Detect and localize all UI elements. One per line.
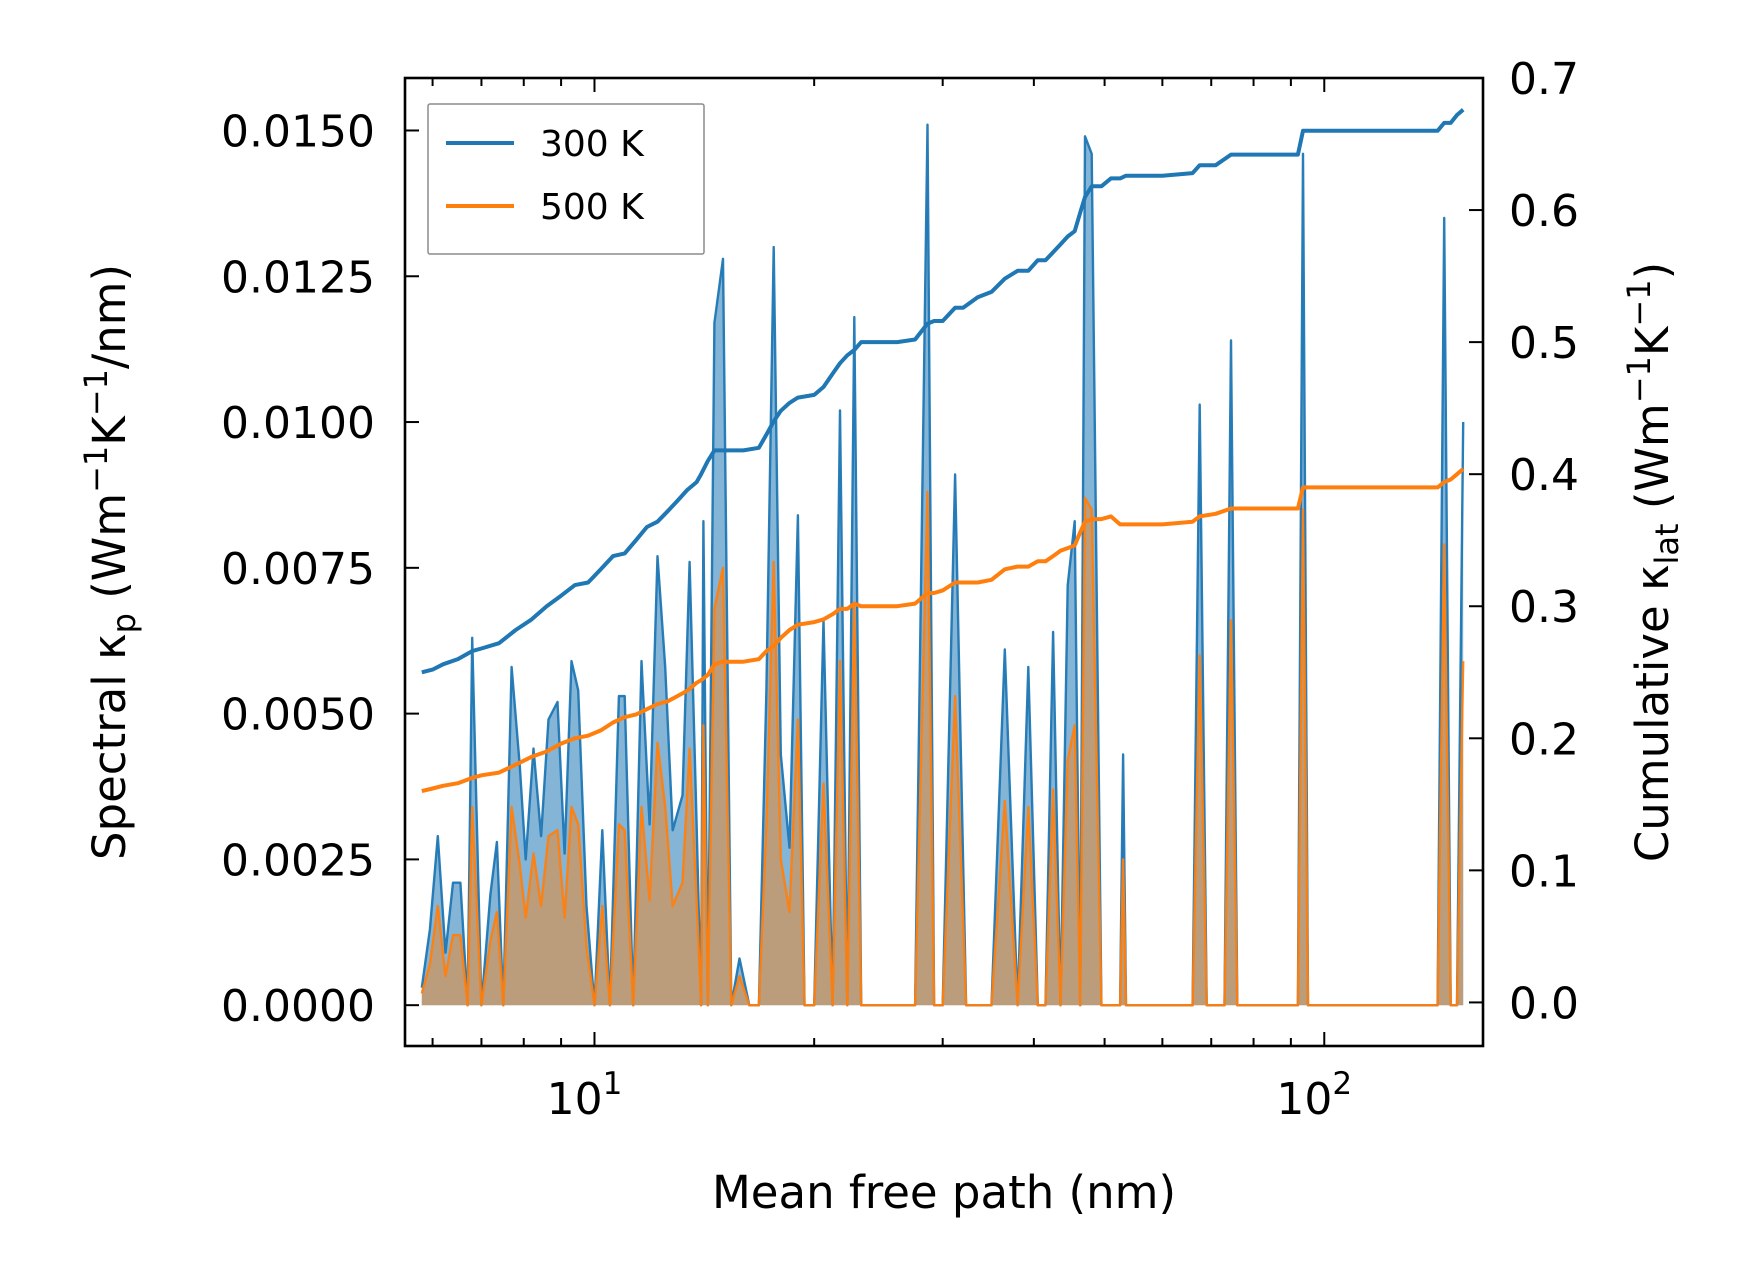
cumulative-line-500k — [421, 467, 1465, 794]
y-right-label-main: Cumulative κ — [1626, 565, 1679, 863]
y-right-label-units-pre: (Wm — [1626, 403, 1679, 523]
y-right-label-units-post: ) — [1626, 262, 1679, 280]
legend: 300 K 500 K — [427, 103, 705, 255]
y-axis-label-left: Spectral κp (Wm−1K−1/nm) — [77, 264, 143, 860]
y-right-tick-label: 0.6 — [1509, 186, 1579, 237]
y-left-label-units-post: /nm) — [83, 264, 136, 369]
y-left-label-units-pre: (Wm — [83, 493, 136, 613]
y-right-tick-label: 0.2 — [1509, 714, 1579, 765]
legend-label-500k: 500 K — [540, 187, 645, 228]
x-axis-label: Mean free path (nm) — [712, 1166, 1176, 1219]
tick-layer — [405, 77, 1483, 1046]
y-right-label-sub: lat — [1648, 523, 1686, 564]
x-tick-label-base: 10 — [547, 1074, 603, 1125]
y-left-label-sub: p — [105, 613, 143, 633]
x-tick-label-exponent: 2 — [1332, 1066, 1352, 1102]
y-left-tick-label: 0.0050 — [221, 690, 375, 741]
y-left-label-sup1: −1 — [77, 446, 115, 493]
y-right-tick-label: 0.5 — [1509, 318, 1579, 369]
y-left-tick-label: 0.0025 — [221, 835, 375, 886]
y-right-tick-label: 0.1 — [1509, 846, 1579, 897]
y-right-label-units-mid: K — [1626, 325, 1679, 356]
x-tick-label-exponent: 1 — [603, 1066, 623, 1102]
y-left-label-sup2: −1 — [77, 369, 115, 416]
y-left-label-units-mid: K — [83, 415, 136, 446]
y-right-tick-label: 0.3 — [1509, 582, 1579, 633]
spectral-fill-layer — [420, 123, 1465, 1007]
cumulative-line-300k — [421, 108, 1465, 675]
y-left-tick-label: 0.0075 — [221, 544, 375, 595]
y-right-tick-label: 0.7 — [1509, 54, 1579, 105]
x-tick-label: 102 — [1276, 1066, 1352, 1125]
spectral-line-500k — [420, 490, 1465, 1007]
line-layer — [421, 108, 1465, 794]
x-tick-label: 101 — [547, 1066, 623, 1125]
x-tick-label-base: 10 — [1276, 1074, 1332, 1125]
y-left-tick-label: 0.0150 — [221, 106, 375, 157]
y-axis-label-right: Cumulative κlat (Wm−1K−1) — [1620, 262, 1686, 862]
spectral-fill-500k — [421, 492, 1464, 1006]
tick-label-layer: 101 1020.00000.00250.00500.00750.01000.01… — [221, 54, 1579, 1125]
y-left-tick-label: 0.0000 — [221, 981, 375, 1032]
y-right-label-sup1: −1 — [1620, 356, 1658, 403]
y-right-tick-label: 0.4 — [1509, 450, 1579, 501]
y-right-tick-label: 0.0 — [1509, 978, 1579, 1029]
plot-frame — [403, 76, 1485, 1048]
legend-label-300k: 300 K — [540, 124, 645, 165]
y-left-tick-label: 0.0125 — [221, 252, 375, 303]
y-left-label-main: Spectral κ — [83, 633, 136, 860]
y-right-label-sup2: −1 — [1620, 279, 1658, 326]
y-left-tick-label: 0.0100 — [221, 398, 375, 449]
